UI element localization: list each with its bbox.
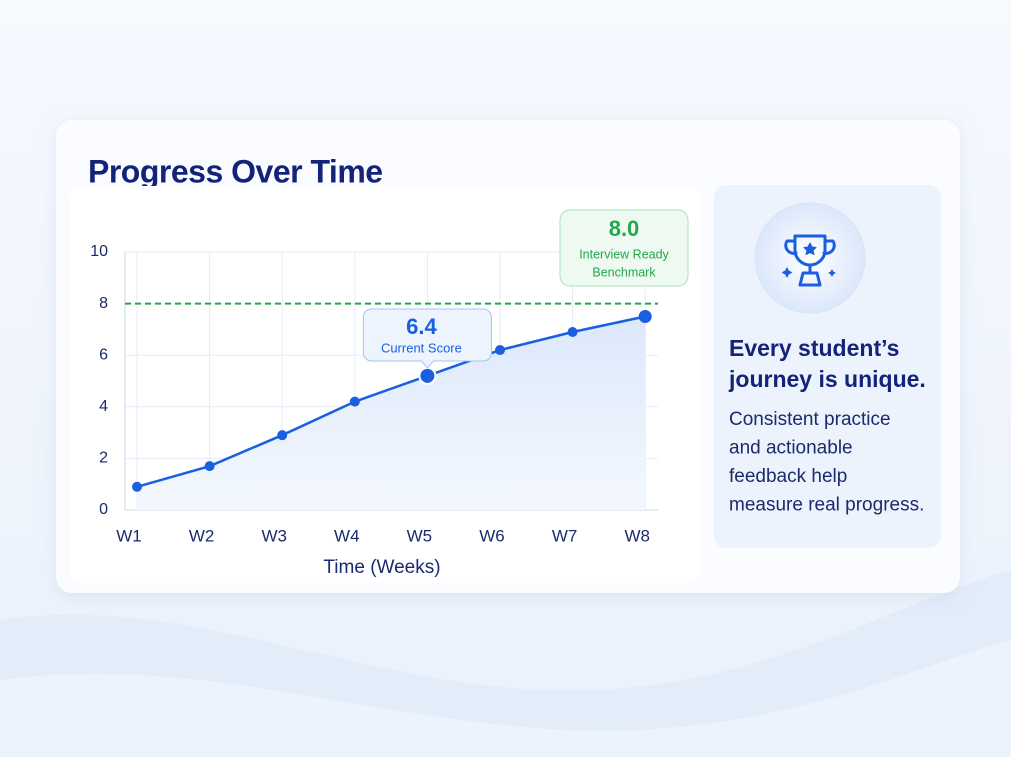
current-value: 6.4 bbox=[406, 314, 437, 339]
x-axis-title: Time (Weeks) bbox=[323, 557, 440, 578]
benchmark-callout bbox=[559, 209, 689, 287]
point bbox=[638, 310, 652, 323]
x-tick-label: W5 bbox=[407, 526, 433, 545]
current-text: Current Score bbox=[381, 340, 462, 355]
y-tick-label: 6 bbox=[99, 346, 108, 363]
side-title: journey is unique. bbox=[728, 366, 926, 392]
point bbox=[277, 430, 288, 441]
x-tick-label: W4 bbox=[334, 526, 360, 545]
area bbox=[137, 316, 646, 510]
plot: 0 2 4 6 8 10 W1 W2 W3 W4 W5 W6 W7 W8 Time (Weeks) 8.0 In… bbox=[90, 209, 689, 578]
benchmark-text: Interview Ready bbox=[579, 247, 669, 261]
x-tick-label: W2 bbox=[189, 526, 215, 545]
wave bbox=[0, 640, 1011, 757]
side-body: Consistent practice bbox=[729, 409, 891, 430]
x-tick-label: W8 bbox=[624, 526, 650, 545]
y-tick-label: 10 bbox=[90, 243, 108, 260]
point bbox=[204, 461, 215, 472]
x-tick-label: W1 bbox=[116, 526, 142, 545]
point bbox=[567, 326, 578, 337]
y-tick-label: 0 bbox=[99, 501, 108, 518]
x-tick-label: W3 bbox=[261, 526, 287, 545]
current-callout bbox=[362, 308, 492, 369]
side-body: feedback help bbox=[729, 466, 847, 487]
y-tick-label: 8 bbox=[99, 295, 108, 312]
trophy-badge bbox=[754, 202, 866, 314]
side-title: Every student’s bbox=[729, 335, 899, 361]
line bbox=[136, 315, 646, 488]
y-tick-label: 2 bbox=[99, 450, 108, 467]
benchmark-value: 8.0 bbox=[609, 216, 640, 241]
trophy-icon bbox=[782, 234, 836, 287]
x-tick-label: W7 bbox=[552, 526, 578, 545]
title: Progress Over Time bbox=[88, 153, 383, 189]
point bbox=[495, 345, 505, 356]
side-body: measure real progress. bbox=[729, 495, 924, 516]
point bbox=[132, 481, 142, 492]
benchmark-text: Benchmark bbox=[592, 265, 656, 279]
point bbox=[418, 366, 437, 385]
side-text: Every student’s journey is unique. Consist… bbox=[728, 335, 926, 515]
side-body: and actionable bbox=[729, 438, 853, 459]
point bbox=[349, 396, 360, 407]
x-tick-label: W6 bbox=[479, 526, 505, 545]
y-tick-label: 4 bbox=[99, 398, 108, 415]
